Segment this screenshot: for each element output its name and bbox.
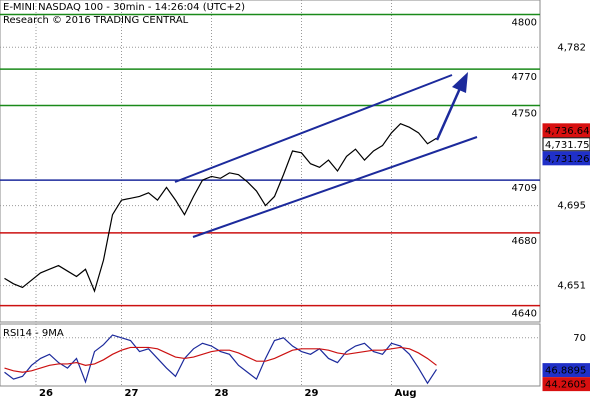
price-tag [542, 363, 590, 378]
chart-subtitle: Research © 2016 TRADING CENTRAL [3, 15, 189, 26]
price-tag [542, 123, 590, 138]
y-tick-label: 4,695 [557, 201, 586, 212]
channel-lower [192, 136, 478, 238]
price-tag-label: 44.2605 [545, 380, 586, 391]
level-label: 4680 [512, 236, 537, 247]
price-tag [542, 151, 590, 166]
arrow-head [452, 72, 468, 93]
price-tag [542, 377, 590, 392]
x-tick-label: 29 [305, 388, 319, 399]
x-tick-label: 27 [125, 388, 139, 399]
price-tag-label: 46.8895 [545, 366, 586, 377]
price-tag-label: 4,736.64 [545, 126, 590, 137]
rsi-line [4, 334, 438, 385]
price-tag-label: 4,731.26 [545, 154, 590, 165]
price-tag [542, 137, 590, 152]
x-tick-label: Aug [395, 388, 417, 399]
rsi-panel [0, 323, 541, 387]
rsi-title: RSI14 - 9MA [3, 328, 64, 339]
level-label: 4800 [512, 18, 537, 29]
rsi-line [4, 346, 437, 373]
level-label: 4770 [512, 72, 537, 83]
x-tick-label: 26 [39, 388, 53, 399]
price-tag-label: 4,731.75 [545, 140, 590, 151]
y-tick-label: 4,651 [557, 281, 586, 292]
price-panel [0, 0, 541, 323]
level-label: 4640 [512, 309, 537, 320]
chart-title: E-MINI NASDAQ 100 - 30min - 14:26:04 (UT… [3, 2, 245, 13]
forecast-arrow [435, 85, 463, 141]
y-tick-label: 4,782 [557, 42, 586, 53]
channel-upper [174, 74, 453, 183]
x-tick-label: 28 [215, 388, 229, 399]
level-label: 4750 [512, 109, 537, 120]
price-line [4, 122, 437, 293]
y-tick-label: 70 [573, 333, 586, 344]
level-label: 4709 [512, 183, 537, 194]
